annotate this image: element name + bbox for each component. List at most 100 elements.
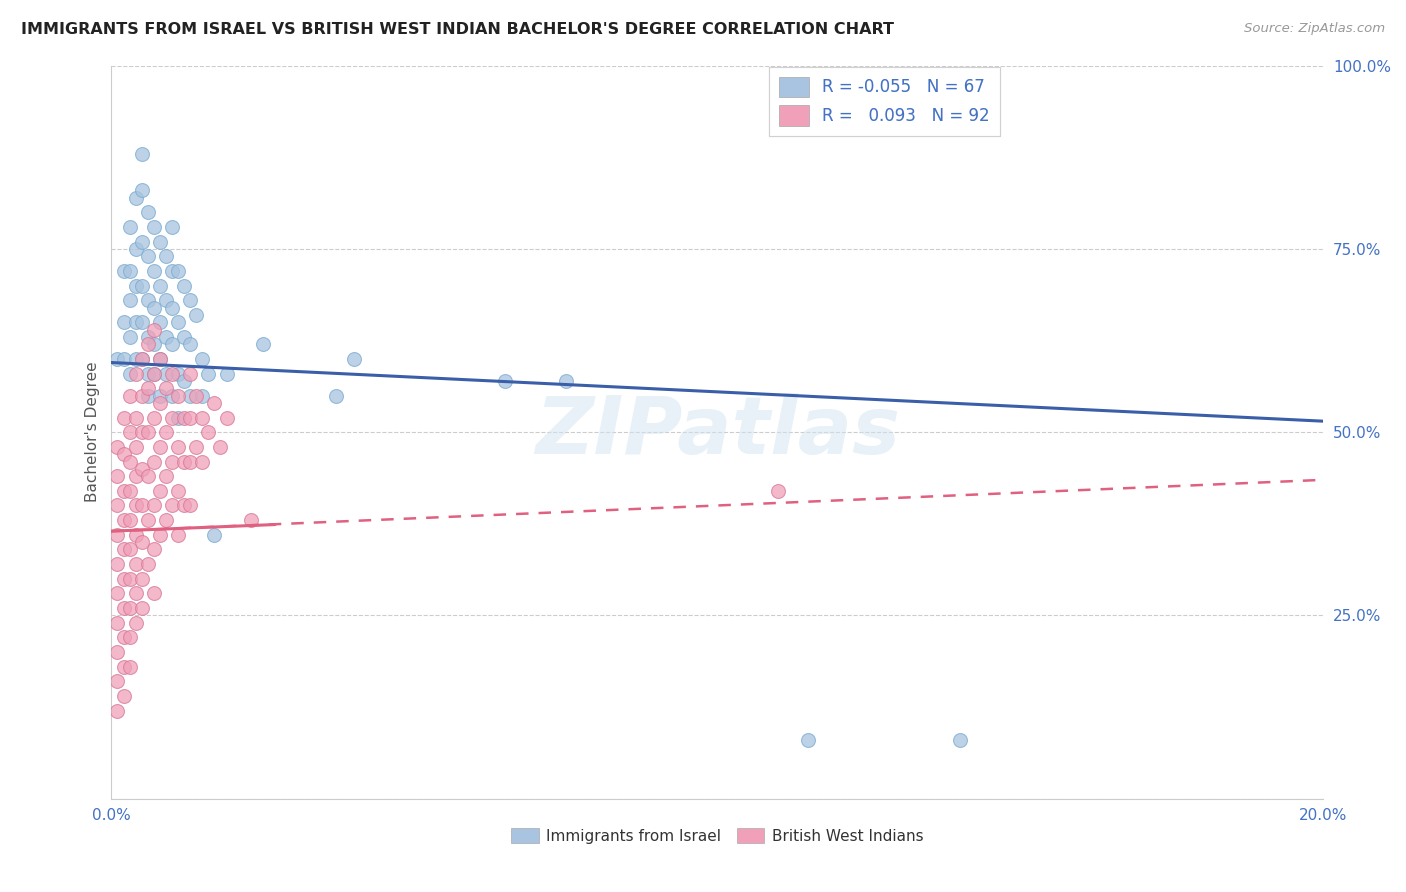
Point: [124, 410, 146, 425]
Text: IMMIGRANTS FROM ISRAEL VS BRITISH WEST INDIAN BACHELOR'S DEGREE CORRELATION CHAR: IMMIGRANTS FROM ISRAEL VS BRITISH WEST I…: [21, 22, 894, 37]
Point: [118, 367, 141, 381]
Point: [136, 367, 159, 381]
Point: [142, 410, 165, 425]
Point: [173, 499, 195, 513]
Point: [173, 410, 195, 425]
Point: [209, 440, 232, 454]
Point: [167, 528, 190, 542]
Point: [131, 146, 153, 161]
Point: [215, 410, 238, 425]
Point: [167, 367, 190, 381]
Point: [160, 337, 183, 351]
Point: [142, 219, 165, 234]
Point: [136, 425, 159, 440]
Point: [124, 615, 146, 630]
Point: [494, 374, 516, 388]
Point: [136, 381, 159, 395]
Point: [173, 278, 195, 293]
Point: [118, 219, 141, 234]
Point: [167, 315, 190, 329]
Point: [142, 586, 165, 600]
Point: [118, 293, 141, 308]
Point: [191, 351, 214, 366]
Point: [107, 615, 129, 630]
Point: [149, 483, 172, 498]
Point: [155, 381, 177, 395]
Point: [191, 388, 214, 402]
Point: [118, 601, 141, 615]
Legend: R = -0.055   N = 67, R =   0.093   N = 92: R = -0.055 N = 67, R = 0.093 N = 92: [769, 67, 1000, 136]
Point: [167, 410, 190, 425]
Point: [107, 704, 129, 718]
Point: [186, 308, 208, 322]
Point: [160, 499, 183, 513]
Point: [160, 219, 183, 234]
Point: [160, 410, 183, 425]
Point: [107, 557, 129, 571]
Point: [124, 367, 146, 381]
Point: [131, 572, 153, 586]
Point: [149, 315, 172, 329]
Point: [160, 264, 183, 278]
Point: [124, 351, 146, 366]
Point: [112, 447, 135, 461]
Point: [112, 631, 135, 645]
Point: [215, 367, 238, 381]
Point: [124, 278, 146, 293]
Point: [155, 513, 177, 527]
Point: [155, 425, 177, 440]
Point: [149, 396, 172, 410]
Point: [173, 374, 195, 388]
Point: [124, 190, 146, 204]
Point: [131, 183, 153, 197]
Point: [124, 469, 146, 483]
Point: [107, 528, 129, 542]
Point: [112, 264, 135, 278]
Point: [167, 483, 190, 498]
Point: [124, 440, 146, 454]
Point: [107, 469, 129, 483]
Point: [179, 499, 201, 513]
Point: [136, 469, 159, 483]
Point: [118, 660, 141, 674]
Point: [118, 542, 141, 557]
Point: [136, 513, 159, 527]
Point: [155, 249, 177, 263]
Point: [149, 528, 172, 542]
Point: [179, 337, 201, 351]
Point: [204, 528, 226, 542]
Point: [131, 425, 153, 440]
Point: [149, 351, 172, 366]
Point: [325, 388, 347, 402]
Point: [142, 301, 165, 315]
Point: [160, 454, 183, 468]
Point: [112, 660, 135, 674]
Point: [131, 462, 153, 476]
Point: [118, 513, 141, 527]
Point: [179, 367, 201, 381]
Point: [112, 315, 135, 329]
Point: [112, 351, 135, 366]
Point: [124, 557, 146, 571]
Point: [149, 351, 172, 366]
Point: [160, 367, 183, 381]
Text: Source: ZipAtlas.com: Source: ZipAtlas.com: [1244, 22, 1385, 36]
Point: [191, 454, 214, 468]
Point: [112, 689, 135, 703]
Point: [142, 499, 165, 513]
Point: [131, 351, 153, 366]
Point: [149, 388, 172, 402]
Point: [167, 264, 190, 278]
Point: [112, 572, 135, 586]
Point: [949, 733, 972, 747]
Point: [149, 278, 172, 293]
Point: [155, 367, 177, 381]
Point: [204, 396, 226, 410]
Point: [107, 674, 129, 689]
Point: [118, 572, 141, 586]
Point: [131, 601, 153, 615]
Point: [131, 235, 153, 249]
Point: [252, 337, 274, 351]
Point: [554, 374, 576, 388]
Point: [173, 454, 195, 468]
